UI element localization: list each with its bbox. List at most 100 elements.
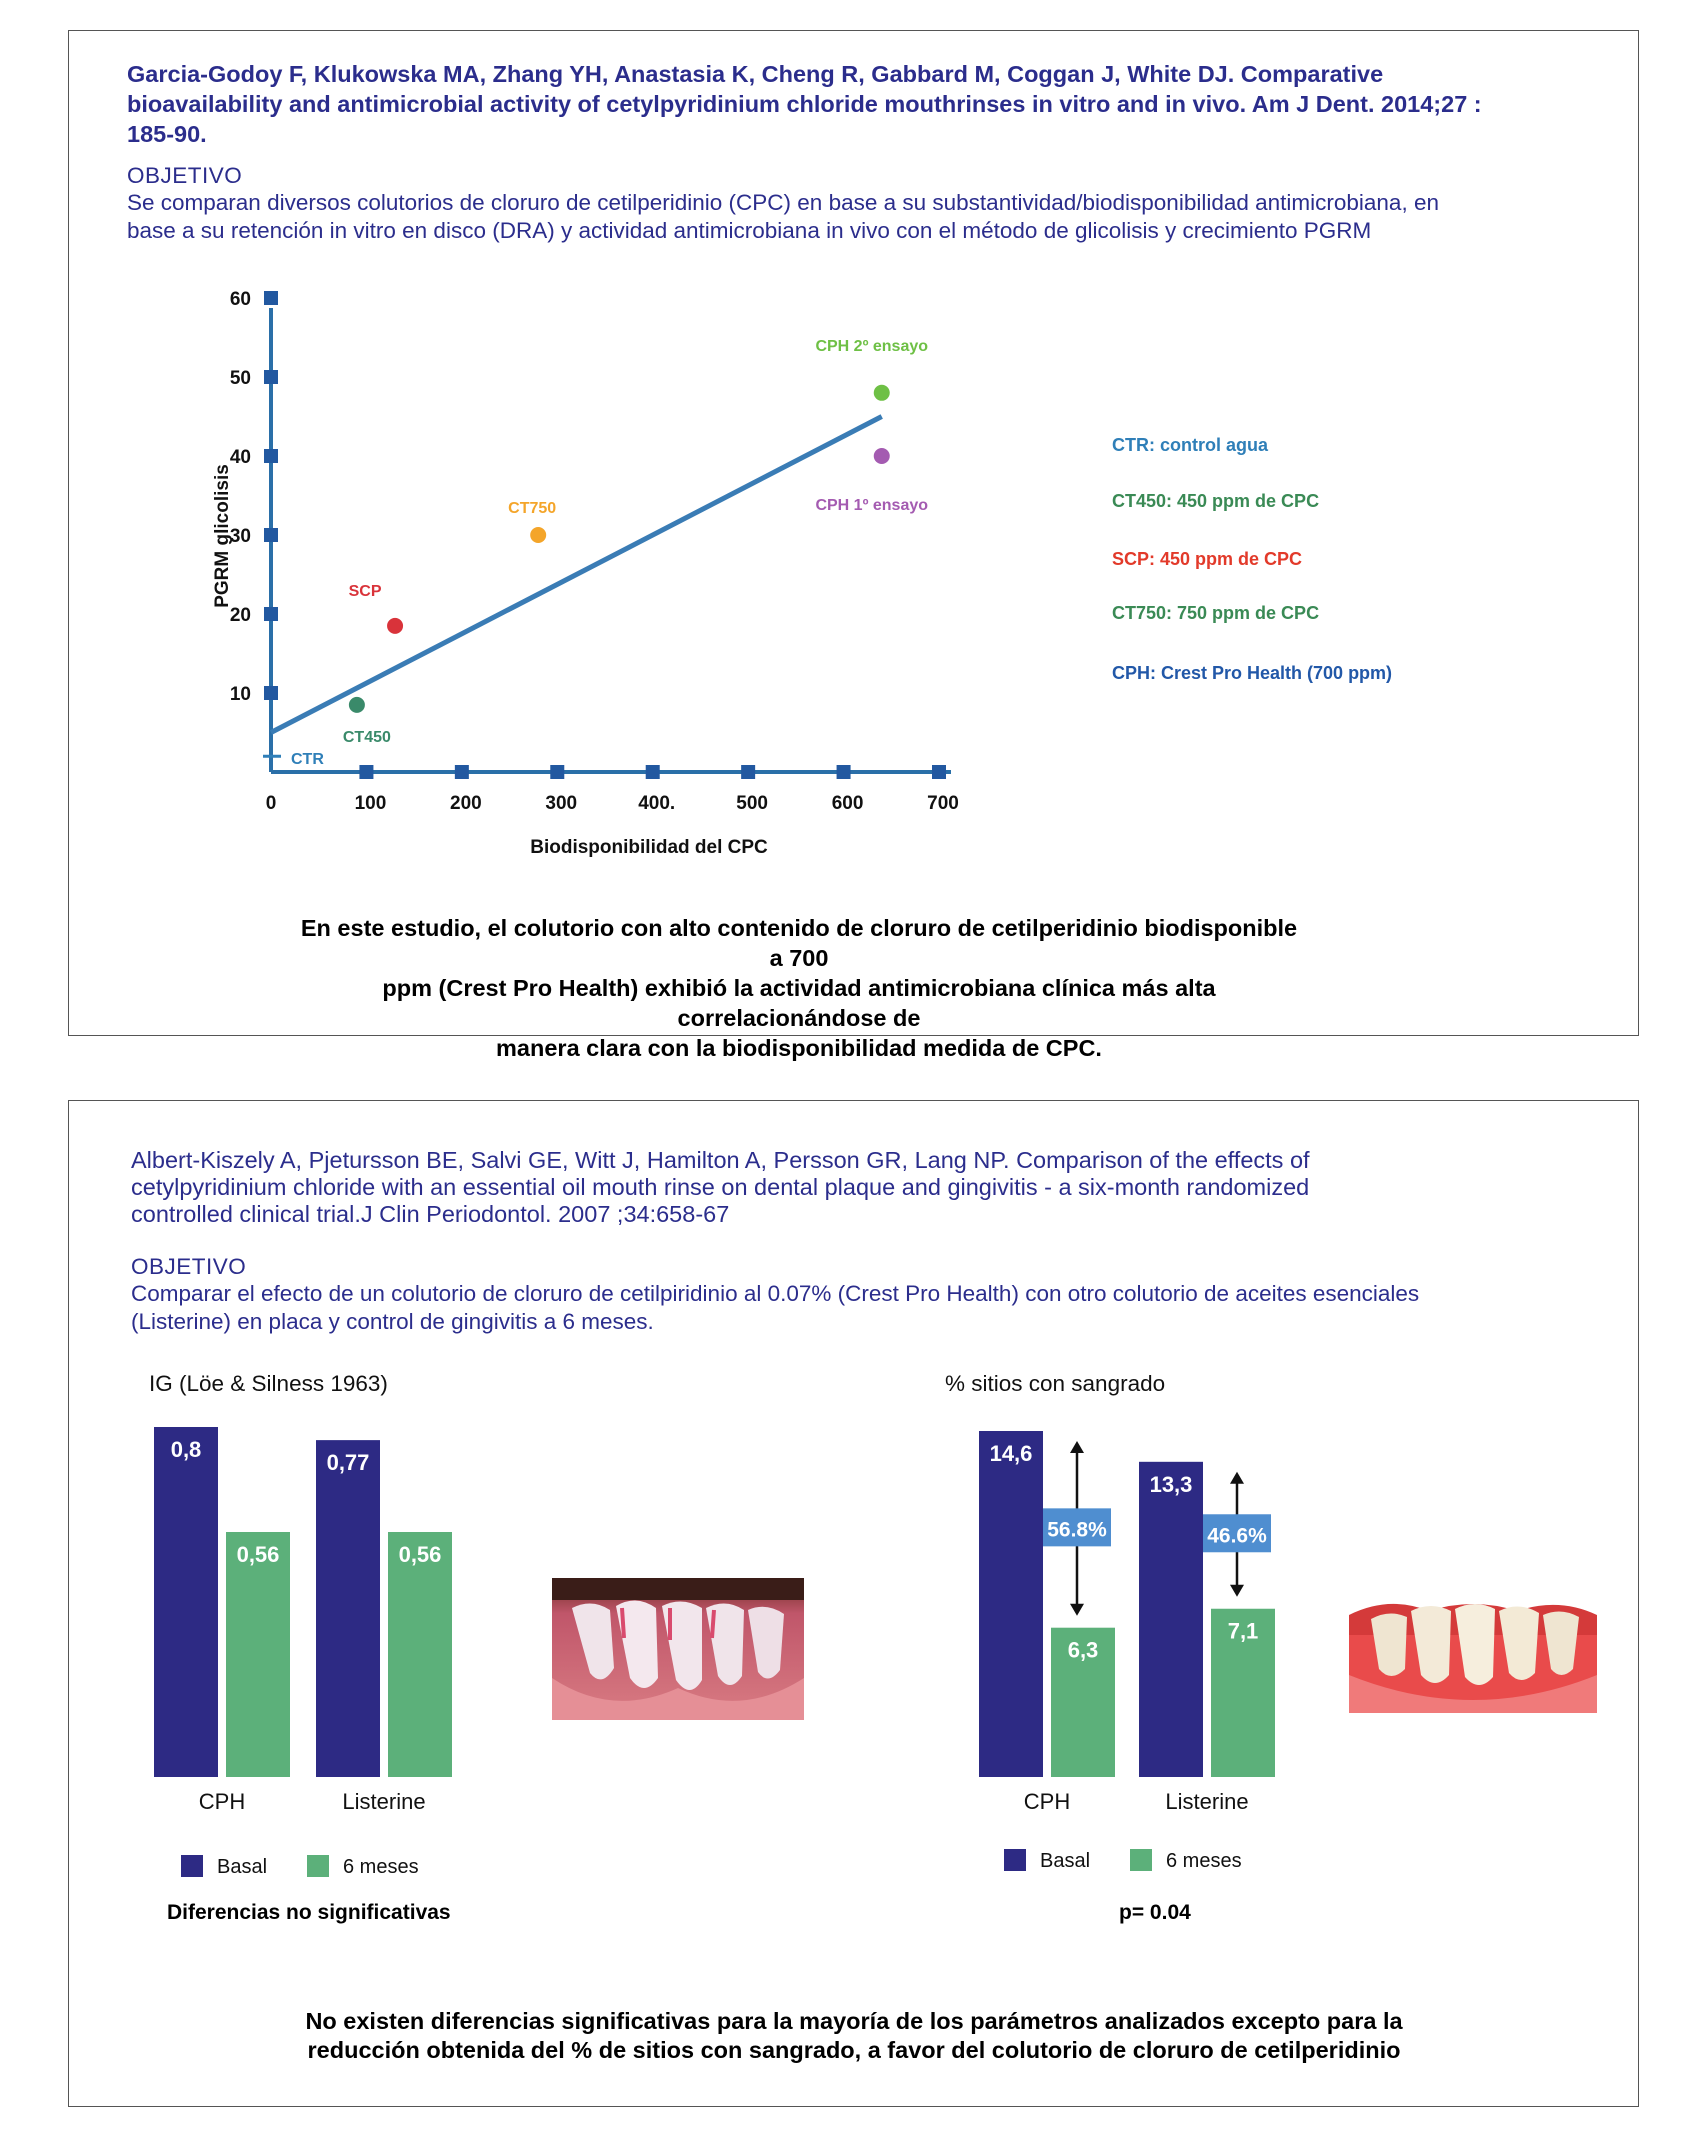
bar-6-meses bbox=[1051, 1627, 1115, 1777]
legend-swatch-basal bbox=[181, 1855, 203, 1877]
reduction-arrow-down bbox=[1230, 1584, 1244, 1597]
y-tick-marker bbox=[264, 291, 278, 305]
conclusion-2: No existen diferencias significativas pa… bbox=[269, 2007, 1439, 2065]
reference-1: Garcia-Godoy F, Klukowska MA, Zhang YH, … bbox=[127, 59, 1607, 149]
objective-line: Se comparan diversos colutorios de cloru… bbox=[127, 190, 1439, 215]
reduction-box bbox=[1203, 1514, 1271, 1553]
bar-value-label: 0,8 bbox=[171, 1437, 202, 1462]
objective-text-2: Comparar el efecto de un colutorio de cl… bbox=[131, 1280, 1611, 1336]
y-axis-label: PGRM glicolisis bbox=[212, 464, 233, 608]
bar-value-label: 0,56 bbox=[237, 1542, 280, 1567]
category-label: CPH bbox=[1024, 1789, 1070, 1814]
legend-label-6-meses: 6 meses bbox=[343, 1856, 419, 1878]
x-tick-label: 100 bbox=[355, 793, 387, 814]
bar-value-label: 6,3 bbox=[1068, 1638, 1099, 1663]
bar-basal bbox=[154, 1427, 218, 1777]
reference-1-line: Garcia-Godoy F, Klukowska MA, Zhang YH, … bbox=[127, 61, 1384, 87]
reduction-arrow-up bbox=[1070, 1441, 1084, 1453]
y-tick-marker bbox=[264, 528, 278, 542]
data-point-label: CT750 bbox=[508, 500, 556, 517]
category-label: Listerine bbox=[342, 1789, 425, 1814]
study-panel-1: Garcia-Godoy F, Klukowska MA, Zhang YH, … bbox=[68, 30, 1639, 1061]
data-point bbox=[530, 527, 547, 543]
reduction-arrow-down bbox=[1070, 1603, 1084, 1616]
bar-6-meses bbox=[388, 1532, 452, 1777]
bar-value-label: 0,56 bbox=[399, 1542, 442, 1567]
reduction-label: 46.6% bbox=[1207, 1524, 1267, 1547]
legend-item: CT450: 450 ppm de CPC bbox=[1112, 491, 1320, 511]
y-tick-label: 10 bbox=[230, 684, 251, 705]
conclusion-line: reducción obtenida del % de sitios con s… bbox=[307, 2037, 1401, 2063]
reference-2: Albert-Kiszely A, Pjetursson BE, Salvi G… bbox=[131, 1147, 1431, 1228]
data-point-label: CTR bbox=[291, 751, 324, 768]
data-point-label: CPH 1º ensayo bbox=[815, 497, 928, 514]
conclusion-line: ppm (Crest Pro Health) exhibió la activi… bbox=[382, 975, 1216, 1031]
y-tick-label: 60 bbox=[230, 289, 251, 310]
note-p-value: p= 0.04 bbox=[1119, 1901, 1191, 1924]
bar-value-label: 7,1 bbox=[1228, 1619, 1259, 1644]
category-label: CPH bbox=[199, 1789, 245, 1814]
data-point bbox=[873, 384, 890, 401]
reference-2-line: cetylpyridinium chloride with an essenti… bbox=[131, 1174, 1310, 1200]
legend-item: SCP: 450 ppm de CPC bbox=[1112, 549, 1303, 569]
x-tick-marker bbox=[550, 765, 565, 779]
objective-line: base a su retención in vitro en disco (D… bbox=[127, 218, 1372, 243]
data-point-label: CT450 bbox=[343, 729, 391, 746]
conclusion-1: En este estudio, el colutorio con alto c… bbox=[299, 913, 1299, 1063]
objective-text-1: Se comparan diversos colutorios de cloru… bbox=[127, 189, 1627, 245]
x-tick-marker bbox=[932, 765, 946, 779]
legend-item: CT750: 750 ppm de CPC bbox=[1112, 603, 1320, 623]
legend-label-basal: Basal bbox=[217, 1856, 267, 1878]
conclusion-line: En este estudio, el colutorio con alto c… bbox=[300, 915, 1298, 971]
x-tick-label: 400. bbox=[638, 793, 675, 814]
y-tick-marker bbox=[264, 686, 278, 700]
y-tick-marker bbox=[264, 449, 278, 463]
y-tick-label: 50 bbox=[230, 368, 251, 389]
bar-6-meses bbox=[226, 1532, 290, 1777]
objective-line: (Listerine) en placa y control de gingiv… bbox=[131, 1309, 654, 1334]
reference-2-line: Albert-Kiszely A, Pjetursson BE, Salvi G… bbox=[131, 1147, 1310, 1173]
reference-2-line: controlled clinical trial.J Clin Periodo… bbox=[131, 1201, 730, 1227]
bar-value-label: 0,77 bbox=[327, 1450, 370, 1475]
x-tick-label: 600 bbox=[832, 793, 864, 814]
legend-label-basal: Basal bbox=[1040, 1850, 1090, 1872]
x-tick-marker bbox=[645, 765, 660, 779]
study-panel-2: Albert-Kiszely A, Pjetursson BE, Salvi G… bbox=[68, 1100, 1639, 2107]
x-tick-label: 500 bbox=[736, 793, 768, 814]
objective-heading-2: OBJETIVO bbox=[131, 1254, 247, 1279]
bar-chart-title-ig: IG (Löe & Silness 1963) bbox=[149, 1371, 388, 1396]
data-point bbox=[387, 617, 404, 634]
bar-basal bbox=[1139, 1461, 1203, 1777]
x-tick-marker bbox=[454, 765, 469, 779]
legend-item: CPH: Crest Pro Health (700 ppm) bbox=[1112, 663, 1393, 683]
bar-charts: 0,8 0,56 CPH 0,77 0,56 Listerine Basal 6 meses 1… bbox=[154, 1427, 1275, 1878]
legend-swatch-basal bbox=[1004, 1849, 1026, 1871]
reduction-label: 56.8% bbox=[1047, 1518, 1107, 1541]
healthy-gums-photo bbox=[1349, 1575, 1597, 1713]
scatter-chart: 0 100 200 300 400. 500 600 700 10 20 30 40 50 60 Biodi… bbox=[230, 289, 959, 858]
legend-label-6-meses: 6 meses bbox=[1166, 1850, 1242, 1872]
x-tick-label: 700 bbox=[927, 793, 959, 814]
x-tick-label: 0 bbox=[266, 793, 277, 814]
bar-chart-title-bleeding: % sitios con sangrado bbox=[945, 1371, 1166, 1396]
data-point bbox=[348, 696, 365, 713]
legend-swatch-6-meses bbox=[307, 1855, 329, 1877]
conclusion-line: manera clara con la biodisponibilidad me… bbox=[496, 1035, 1102, 1061]
conclusion-line: No existen diferencias significativas pa… bbox=[305, 2008, 1403, 2034]
y-tick-label: 20 bbox=[230, 605, 251, 626]
note-not-significant: Diferencias no significativas bbox=[167, 1901, 451, 1924]
bar-value-label: 14,6 bbox=[990, 1441, 1033, 1466]
x-tick-marker bbox=[359, 765, 374, 779]
data-point bbox=[873, 448, 890, 464]
reduction-arrow-up bbox=[1230, 1471, 1244, 1484]
bar-6-meses bbox=[1211, 1608, 1275, 1777]
x-axis-label: Biodisponibilidad del CPC bbox=[530, 837, 768, 858]
category-label: Listerine bbox=[1165, 1789, 1248, 1814]
y-tick-marker bbox=[264, 607, 278, 621]
bar-basal bbox=[979, 1431, 1043, 1777]
x-tick-label: 300 bbox=[545, 793, 577, 814]
x-tick-label: 200 bbox=[450, 793, 482, 814]
regression-line bbox=[269, 414, 883, 735]
objective-heading-1: OBJETIVO bbox=[127, 163, 243, 188]
y-tick-label: 30 bbox=[230, 526, 251, 547]
